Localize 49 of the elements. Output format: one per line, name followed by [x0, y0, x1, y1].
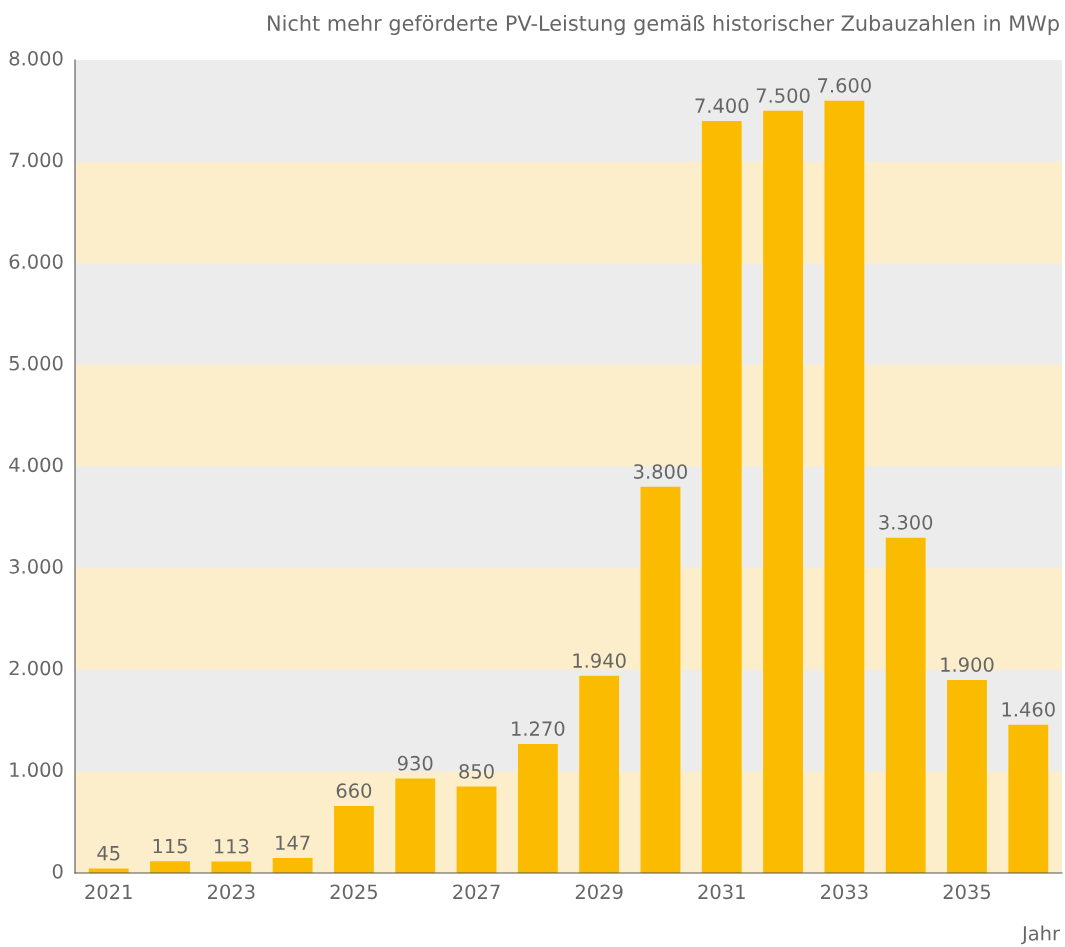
x-tick-label: 2025 — [330, 884, 377, 900]
data-label: 1.460 — [1002, 701, 1055, 717]
x-tick-label: 2023 — [208, 884, 255, 900]
data-label: 113 — [214, 838, 249, 854]
data-label: 660 — [336, 783, 372, 798]
data-label: 147 — [276, 835, 310, 850]
data-label: 1.940 — [573, 653, 626, 668]
data-label: 115 — [153, 838, 187, 854]
bar — [640, 486, 681, 873]
data-label: 45 — [97, 846, 120, 861]
y-tick-label: 7.000 — [9, 152, 63, 168]
data-label: 3.800 — [634, 464, 687, 479]
y-tick-label: 0 — [52, 863, 63, 879]
x-tick-label: 2027 — [453, 884, 500, 900]
bar — [947, 679, 987, 873]
bar — [763, 110, 803, 873]
y-tick-label: 1.000 — [10, 762, 63, 778]
y-tick-label: 8.000 — [9, 50, 63, 66]
x-tick-label: 2029 — [575, 884, 623, 900]
bar — [1008, 724, 1049, 873]
y-tick-label: 6.000 — [9, 254, 63, 269]
x-axis-title: Jahr — [1021, 925, 1060, 945]
x-tick-label: 2035 — [943, 884, 991, 900]
data-label: 930 — [397, 755, 433, 771]
bar — [395, 778, 436, 873]
bar — [517, 743, 558, 873]
data-label: 7.600 — [818, 78, 871, 93]
x-tick-label: 2031 — [698, 884, 745, 900]
bar — [272, 858, 313, 873]
x-tick-label: 2021 — [85, 884, 132, 900]
y-tick-label: 4.000 — [9, 457, 63, 473]
data-label: 7.400 — [695, 98, 749, 114]
data-label: 850 — [459, 763, 494, 779]
bar — [579, 675, 620, 873]
y-tick-label: 5.000 — [9, 355, 63, 371]
data-label: 1.270 — [512, 721, 565, 736]
y-tick-label: 2.000 — [9, 660, 63, 676]
data-label: 7.500 — [756, 88, 810, 103]
data-label: 1.900 — [941, 657, 994, 672]
bar — [885, 537, 926, 873]
chart-title: Nicht mehr geförderte PV-Leistung gemäß historischer Zubauzahlen in MWp — [268, 14, 1059, 36]
bar — [150, 861, 190, 873]
data-label: 3.300 — [879, 515, 933, 530]
bar — [824, 100, 865, 873]
x-tick-label: 2033 — [821, 884, 868, 900]
bar — [701, 120, 742, 873]
y-tick-label: 3.000 — [9, 559, 63, 574]
bar — [334, 805, 374, 873]
bar — [456, 786, 497, 873]
